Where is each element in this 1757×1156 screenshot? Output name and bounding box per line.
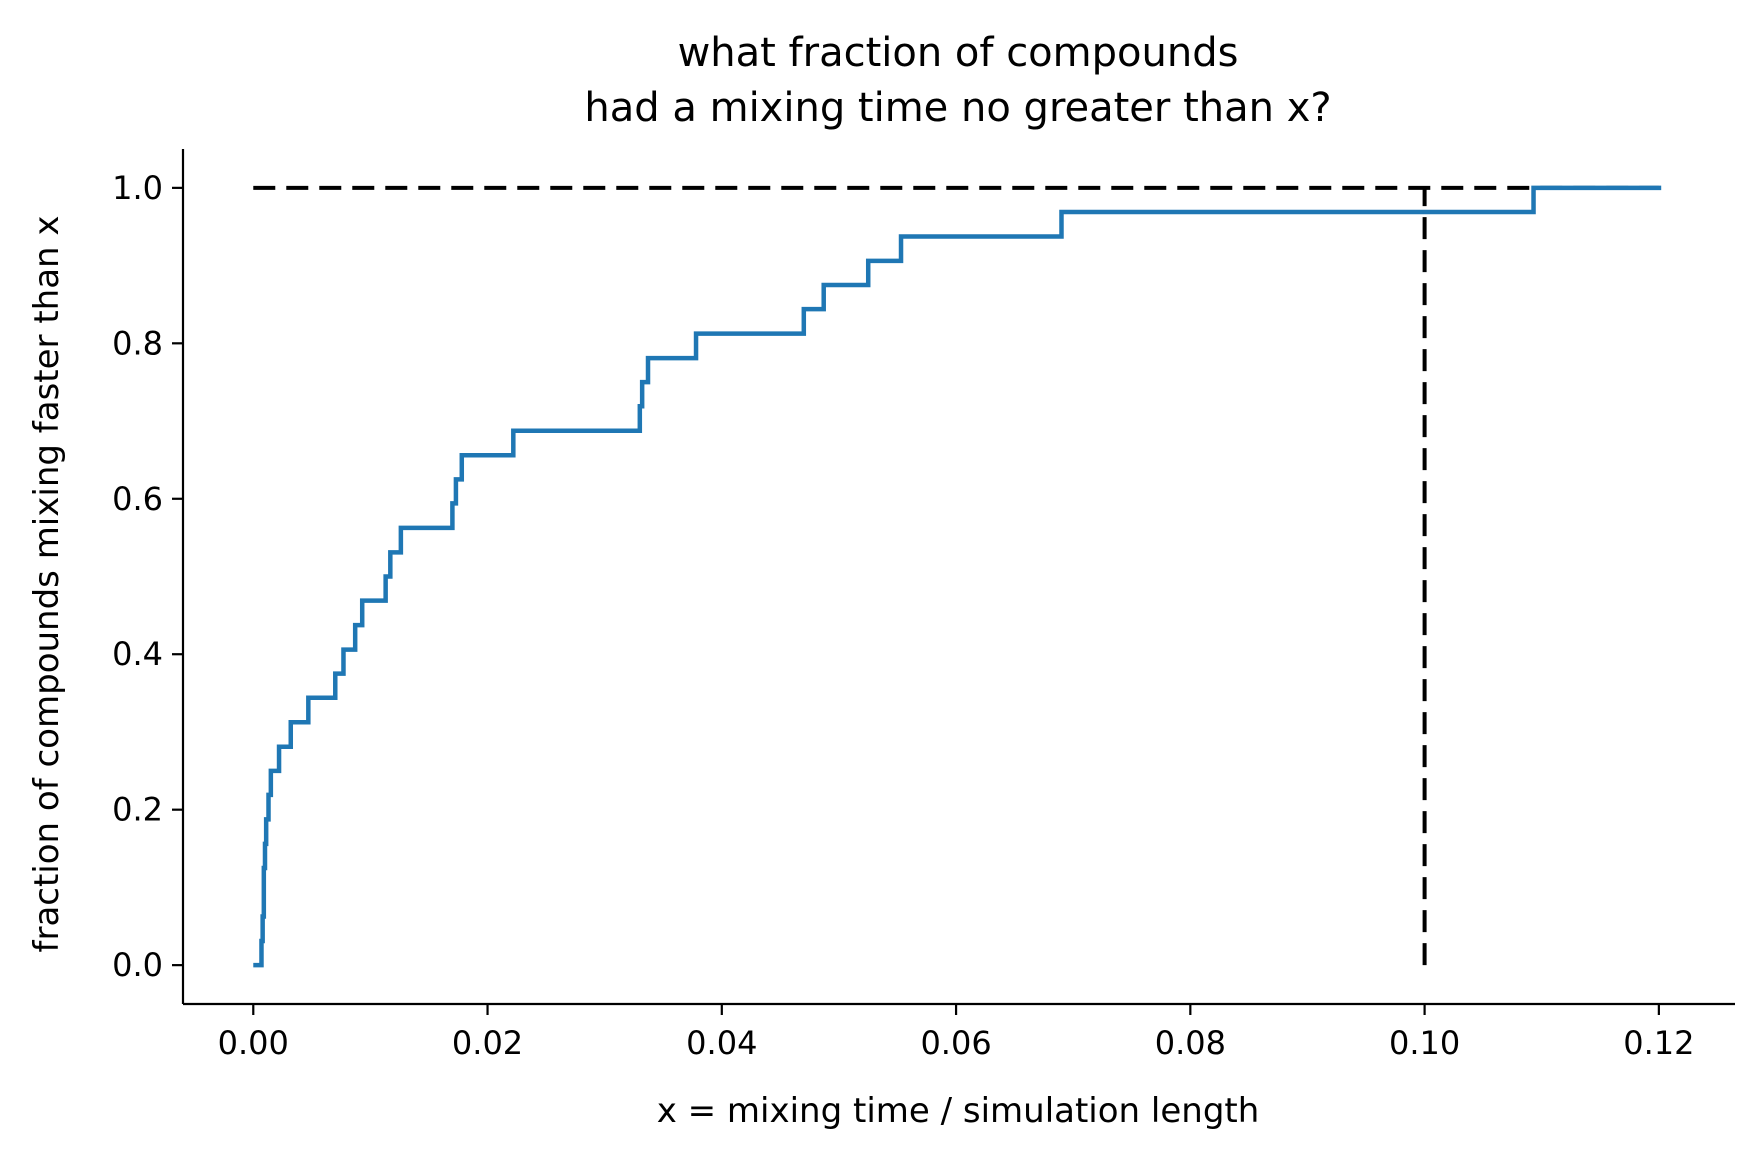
chart-title-line-2: had a mixing time no greater than x? [584, 85, 1331, 131]
y-tick-label: 0.0 [112, 946, 163, 984]
y-tick-label: 1.0 [112, 169, 163, 207]
x-tick-label: 0.12 [1623, 1024, 1694, 1062]
y-tick-label: 0.6 [112, 480, 163, 518]
cdf-step-line [253, 185, 1662, 968]
x-tick-label: 0.00 [218, 1024, 289, 1062]
chart-title-line-1: what fraction of compounds [678, 30, 1239, 76]
x-axis-ticks: 0.00 0.02 0.04 0.06 0.08 0.10 0.12 [218, 1004, 1694, 1062]
x-tick-label: 0.06 [920, 1024, 991, 1062]
reference-lines [253, 185, 1659, 966]
y-tick-label: 0.4 [112, 635, 163, 673]
y-axis-ticks: 0.0 0.2 0.4 0.6 0.8 1.0 [112, 169, 183, 984]
chart-title: what fraction of compounds had a mixing … [584, 30, 1331, 131]
x-tick-label: 0.02 [452, 1024, 523, 1062]
x-tick-label: 0.10 [1389, 1024, 1460, 1062]
series-layer [253, 185, 1662, 968]
y-tick-label: 0.2 [112, 791, 163, 829]
x-axis-label: x = mixing time / simulation length [657, 1091, 1260, 1131]
y-tick-label: 0.8 [112, 324, 163, 362]
y-axis-label: fraction of compounds mixing faster than… [27, 215, 67, 952]
x-tick-label: 0.04 [686, 1024, 757, 1062]
x-tick-label: 0.08 [1155, 1024, 1226, 1062]
